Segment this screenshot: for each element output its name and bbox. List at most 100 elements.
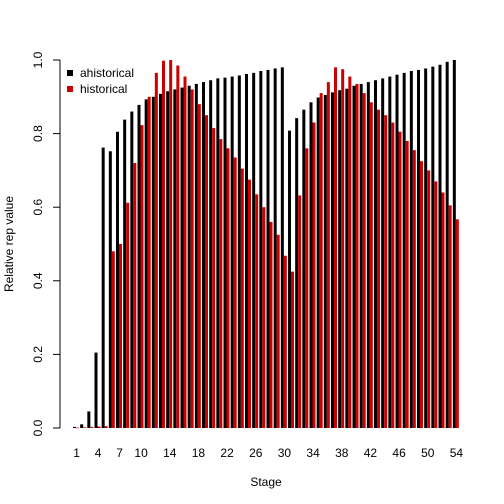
- bar-historical-stage-6: [111, 251, 115, 428]
- bar-historical-stage-5: [104, 426, 108, 428]
- bar-ahistorical-stage-30: [280, 67, 284, 429]
- bar-historical-stage-21: [219, 139, 223, 428]
- x-tick-label: 7: [116, 446, 123, 460]
- bar-ahistorical-stage-37: [331, 92, 334, 428]
- x-tick-label: 30: [278, 446, 292, 460]
- legend: ahistorical historical: [67, 66, 134, 96]
- bar-historical-stage-38: [341, 69, 345, 428]
- bar-ahistorical-stage-38: [338, 90, 342, 429]
- bar-historical-stage-12: [154, 72, 158, 428]
- bar-ahistorical-stage-15: [173, 89, 177, 428]
- bar-ahistorical-stage-1: [73, 426, 76, 428]
- bar-ahistorical-stage-36: [323, 94, 327, 429]
- x-tick-label: 10: [134, 446, 148, 460]
- bar-historical-stage-44: [384, 115, 388, 428]
- bar-historical-stage-53: [448, 205, 452, 428]
- bar-historical-stage-43: [377, 109, 380, 429]
- bar-ahistorical-stage-39: [345, 88, 349, 428]
- bar-ahistorical-stage-24: [237, 75, 241, 429]
- bar-historical-stage-34: [312, 122, 316, 428]
- x-axis-label: Stage: [250, 475, 282, 489]
- bar-historical-stage-35: [319, 93, 323, 429]
- bar-ahistorical-stage-41: [359, 83, 363, 429]
- bar-ahistorical-stage-17: [187, 85, 191, 428]
- bar-ahistorical-stage-35: [316, 97, 320, 428]
- bar-historical-stage-13: [162, 60, 165, 429]
- bar-historical-stage-29: [276, 234, 280, 428]
- bar-ahistorical-stage-45: [388, 76, 392, 428]
- bar-ahistorical-stage-2: [80, 424, 84, 428]
- bar-ahistorical-stage-47: [402, 72, 406, 428]
- bar-historical-stage-39: [348, 76, 352, 428]
- bar-historical-stage-18: [197, 104, 201, 428]
- bar-historical-stage-40: [355, 83, 359, 429]
- bar-ahistorical-stage-14: [166, 91, 170, 428]
- bar-ahistorical-stage-43: [374, 80, 377, 429]
- bar-historical-stage-20: [212, 128, 216, 428]
- x-tick-label: 50: [421, 446, 435, 460]
- bar-historical-stage-7: [119, 244, 122, 428]
- bar-historical-stage-36: [326, 82, 330, 428]
- bar-historical-stage-4: [97, 426, 101, 428]
- x-tick-label: 18: [192, 446, 206, 460]
- bar-historical-stage-16: [183, 76, 187, 428]
- x-tick-label: 54: [450, 446, 464, 460]
- y-tick-label: 0.8: [31, 125, 45, 142]
- bar-historical-stage-24: [240, 168, 244, 428]
- bar-ahistorical-stage-16: [180, 87, 184, 428]
- x-tick-label: 22: [220, 446, 234, 460]
- bar-ahistorical-stage-19: [202, 82, 205, 428]
- bar-ahistorical-stage-40: [352, 85, 356, 428]
- bar-ahistorical-stage-5: [101, 147, 105, 428]
- bar-historical-stage-1: [76, 427, 79, 429]
- bar-historical-stage-25: [248, 179, 251, 428]
- x-axis: 1 4 7 10 14 18 22 26 30 34 38 42 46 50 54: [73, 446, 463, 460]
- bar-historical-stage-8: [126, 202, 130, 428]
- bar-ahistorical-stage-21: [216, 78, 220, 429]
- bar-ahistorical-stage-7: [116, 131, 119, 428]
- bar-historical-stage-49: [420, 161, 423, 428]
- bar-ahistorical-stage-52: [438, 64, 442, 428]
- bar-historical-stage-23: [233, 157, 237, 428]
- bar-historical-stage-3: [90, 426, 94, 428]
- bar-ahistorical-stage-29: [273, 68, 277, 429]
- bar-ahistorical-stage-26: [252, 72, 256, 428]
- y-axis-label: Relative rep value: [2, 196, 16, 292]
- bar-ahistorical-stage-4: [94, 352, 98, 428]
- x-tick-label: 34: [306, 446, 320, 460]
- x-tick-label: 38: [335, 446, 349, 460]
- bar-ahistorical-stage-34: [309, 102, 313, 428]
- bar-ahistorical-stage-53: [445, 61, 449, 429]
- y-tick-label: 0.4: [31, 272, 45, 289]
- bar-ahistorical-stage-54: [452, 60, 456, 428]
- bar-ahistorical-stage-13: [159, 93, 162, 429]
- bar-ahistorical-stage-27: [259, 71, 263, 428]
- legend-label-ahistorical: ahistorical: [80, 66, 134, 80]
- bar-historical-stage-31: [291, 271, 294, 428]
- y-tick-label: 0.6: [31, 199, 45, 216]
- x-tick-label: 1: [73, 446, 80, 460]
- x-tick-label: 46: [392, 446, 406, 460]
- bar-ahistorical-stage-48: [409, 71, 413, 428]
- bar-ahistorical-stage-51: [431, 66, 435, 429]
- bar-ahistorical-stage-12: [151, 96, 155, 429]
- bar-ahistorical-stage-31: [288, 130, 291, 428]
- bar-historical-stage-50: [427, 170, 431, 428]
- x-tick-label: 42: [364, 446, 378, 460]
- bar-historical-stage-27: [262, 207, 266, 428]
- bar-historical-stage-48: [412, 150, 416, 428]
- bar-ahistorical-stage-22: [223, 77, 227, 428]
- bar-historical-stage-26: [255, 194, 259, 428]
- bar-ahistorical-stage-6: [108, 151, 112, 428]
- bar-ahistorical-stage-28: [266, 69, 270, 428]
- bar-historical-stage-30: [283, 255, 287, 428]
- bar-historical-stage-47: [405, 140, 409, 428]
- bar-historical-stage-42: [369, 102, 373, 428]
- bar-historical-stage-15: [176, 65, 180, 429]
- x-tick-label: 26: [249, 446, 263, 460]
- x-tick-label: 4: [95, 446, 102, 460]
- y-tick-label: 0.2: [31, 346, 45, 363]
- bar-historical-stage-14: [169, 60, 173, 428]
- bar-historical-stage-22: [226, 148, 230, 428]
